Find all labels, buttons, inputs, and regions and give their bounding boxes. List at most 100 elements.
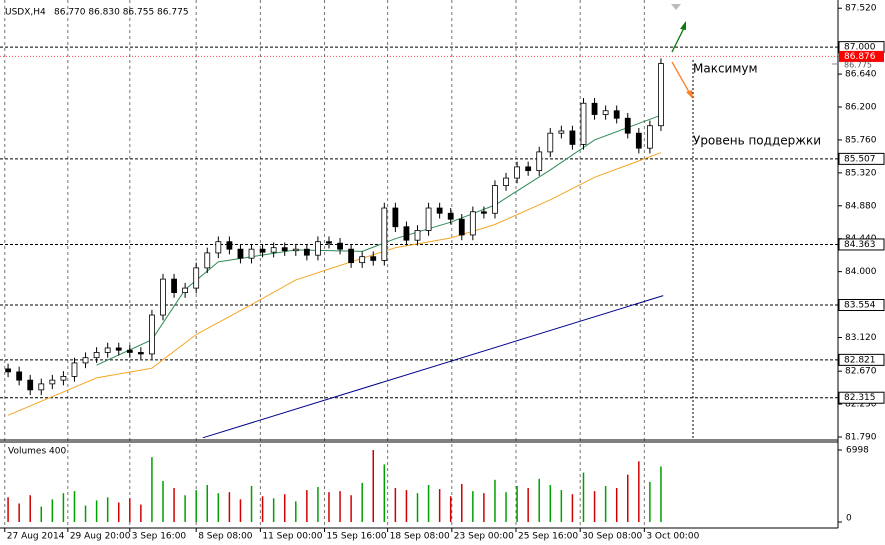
y-tick-label: 81.790 bbox=[845, 433, 877, 443]
moving-average bbox=[202, 295, 664, 439]
moving-average bbox=[96, 114, 662, 366]
candle-body bbox=[16, 371, 23, 381]
level-label: 83.554 bbox=[844, 301, 876, 311]
candle-body bbox=[49, 379, 56, 385]
annotation: Максимум bbox=[693, 62, 758, 76]
candle-body bbox=[602, 110, 609, 115]
marker-triangle bbox=[671, 4, 681, 10]
level-box bbox=[838, 152, 885, 165]
y-tick-label: 84.880 bbox=[845, 201, 877, 211]
down-arrow-head bbox=[686, 90, 693, 99]
candle-body bbox=[525, 166, 532, 172]
candle-body bbox=[60, 375, 67, 381]
candle-body bbox=[469, 211, 476, 236]
candle-body bbox=[5, 368, 11, 373]
candle-body bbox=[580, 102, 587, 145]
plot bbox=[5, 58, 664, 439]
candle-body bbox=[458, 218, 465, 236]
x-tick-label: 15 Sep 16:00 bbox=[327, 532, 387, 542]
candle-body bbox=[370, 256, 377, 261]
bid-label: 86.775 bbox=[844, 60, 872, 69]
candle-body bbox=[514, 166, 520, 179]
up-arrow-head bbox=[680, 21, 686, 30]
x-tick-label: 3 Sep 16:00 bbox=[132, 532, 187, 542]
candle-body bbox=[658, 63, 664, 127]
candle-body bbox=[447, 212, 454, 220]
annotation: Уровень поддержки bbox=[693, 134, 821, 148]
x-tick-label: 23 Sep 00:00 bbox=[454, 532, 514, 542]
candle-body bbox=[137, 352, 144, 355]
level-box bbox=[838, 238, 885, 251]
x-tick-label: 8 Sep 08:00 bbox=[198, 532, 253, 542]
candle-body bbox=[503, 177, 509, 186]
y-tick-label: 85.320 bbox=[845, 168, 877, 178]
candle-body bbox=[315, 241, 321, 256]
candle-body bbox=[281, 247, 288, 252]
candle-body bbox=[425, 207, 432, 231]
x-tick-label: 3 Oct 00:00 bbox=[646, 532, 699, 542]
chart-title: USDX,H4 bbox=[5, 8, 46, 18]
candle-body bbox=[182, 287, 189, 293]
volume-tick-label: 0 bbox=[846, 514, 852, 524]
x-tick-label: 27 Aug 2014 bbox=[7, 532, 65, 542]
candle-body bbox=[259, 248, 266, 253]
candle-body bbox=[126, 349, 133, 353]
candle-body bbox=[270, 247, 277, 253]
candle-body bbox=[303, 248, 310, 256]
candle-body bbox=[381, 207, 388, 261]
quote: 86.770 86.830 86.755 86.775 bbox=[54, 8, 189, 18]
ask-box bbox=[839, 50, 884, 62]
candle-body bbox=[71, 362, 78, 377]
level-box bbox=[838, 299, 885, 312]
level-label: 82.315 bbox=[844, 393, 876, 403]
candle-body bbox=[414, 230, 421, 241]
candle-body bbox=[569, 130, 576, 145]
down-arrow bbox=[671, 61, 690, 93]
candle-body bbox=[591, 102, 598, 115]
candle-body bbox=[115, 347, 122, 351]
candle-body bbox=[292, 248, 299, 252]
candle-body bbox=[624, 117, 631, 134]
candle-body bbox=[193, 267, 200, 289]
candle-body bbox=[171, 278, 177, 293]
y-tick-label: 83.120 bbox=[845, 333, 877, 343]
x-tick-label: 30 Sep 08:00 bbox=[582, 532, 642, 542]
candle-body bbox=[392, 207, 399, 228]
candle-body bbox=[237, 248, 244, 259]
y-tick-label: 85.760 bbox=[845, 135, 877, 145]
candle-body bbox=[436, 207, 443, 214]
candle-body bbox=[248, 248, 255, 259]
candle-body bbox=[480, 211, 487, 214]
candle-body bbox=[359, 256, 366, 264]
candle-body bbox=[226, 241, 233, 250]
y-tick-label: 87.520 bbox=[845, 4, 877, 14]
candle-body bbox=[558, 130, 565, 134]
candle-body bbox=[93, 352, 100, 359]
y-tick-label: 86.640 bbox=[845, 70, 877, 80]
candle-body bbox=[215, 241, 222, 254]
candle-body bbox=[38, 383, 45, 391]
y-tick-label: 82.230 bbox=[845, 400, 877, 410]
candle-body bbox=[536, 151, 543, 172]
volume-title: Volumes 400 bbox=[8, 447, 66, 457]
candle-body bbox=[160, 278, 166, 316]
level-label: 84.363 bbox=[844, 240, 876, 250]
y-tick-label: 82.670 bbox=[845, 367, 877, 377]
y-tick-label: 86.200 bbox=[845, 103, 877, 113]
candle-body bbox=[337, 242, 343, 250]
candle-body bbox=[613, 110, 620, 119]
level-label: 87.000 bbox=[844, 43, 876, 53]
ask-label: 86.876 bbox=[844, 52, 876, 62]
candle-body bbox=[547, 132, 554, 153]
candle-body bbox=[403, 226, 410, 241]
level-label: 85.507 bbox=[844, 154, 876, 164]
candle-body bbox=[82, 357, 89, 364]
up-arrow bbox=[671, 27, 685, 53]
candle-body bbox=[104, 347, 111, 353]
candle-body bbox=[326, 241, 332, 244]
y-tick-label: 84.000 bbox=[845, 267, 877, 277]
candle-body bbox=[646, 125, 653, 149]
candle-body bbox=[149, 314, 155, 355]
